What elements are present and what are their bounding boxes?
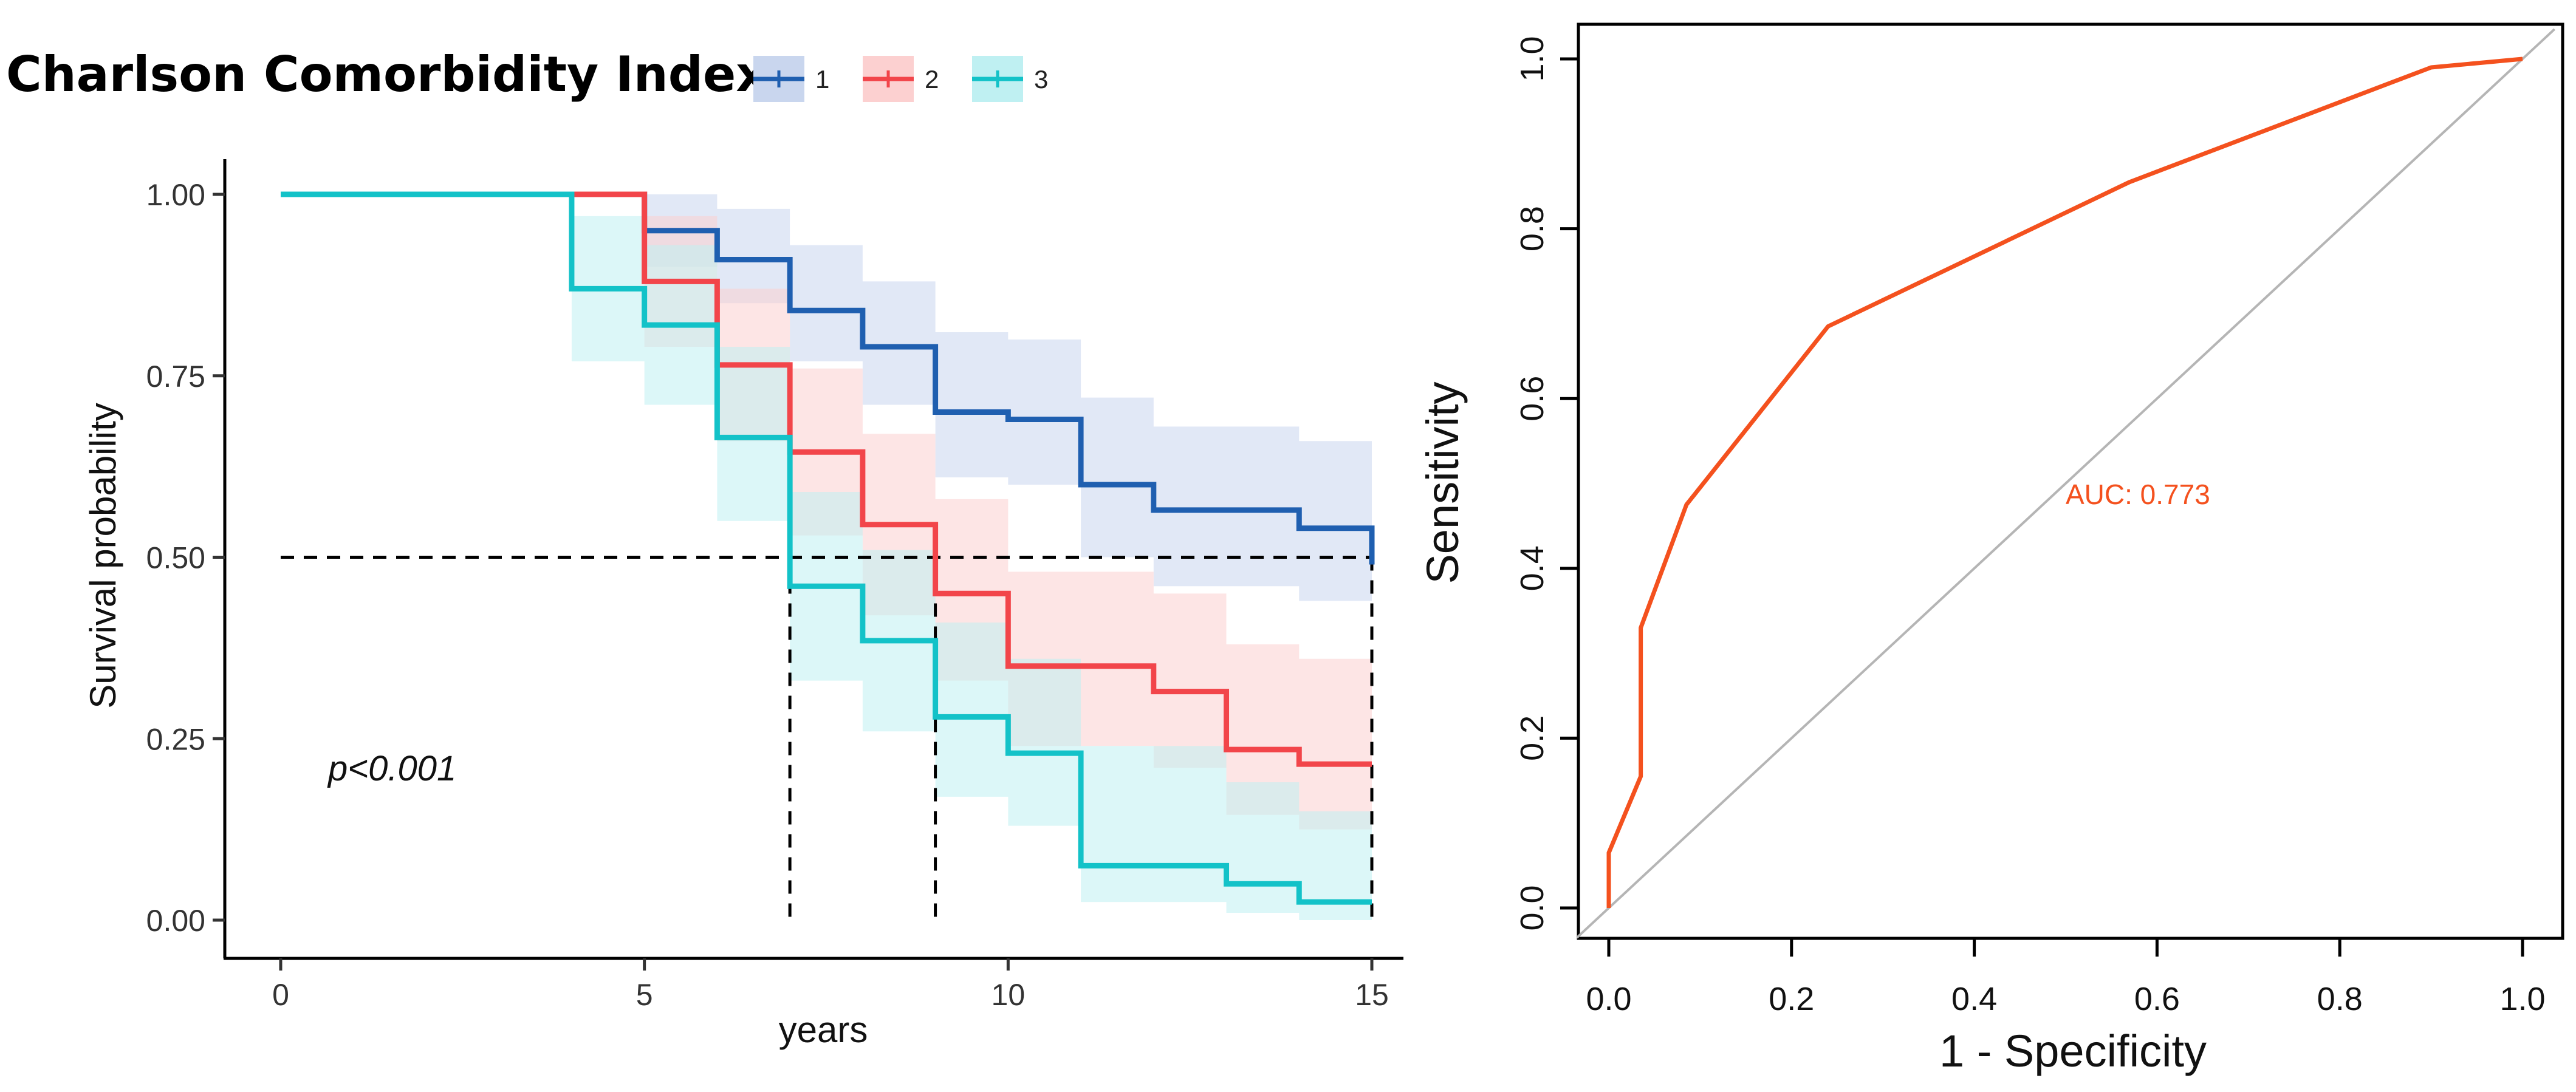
km-axes: 0 5 10 15 0.00 0.25 0.50 0.75 1.00 bbox=[146, 159, 1403, 1012]
km-y-tick-label: 0.00 bbox=[146, 904, 205, 938]
km-y-tick-label: 0.50 bbox=[146, 541, 205, 575]
km-legend-label-2: 2 bbox=[925, 65, 939, 94]
roc-x-tick-label: 1.0 bbox=[2499, 981, 2545, 1017]
km-x-tick-label: 5 bbox=[636, 978, 653, 1012]
roc-y-axis-label: Sensitivity bbox=[1417, 381, 1468, 584]
roc-y-tick-label: 0.8 bbox=[1514, 206, 1550, 251]
km-x-tick-label: 0 bbox=[272, 978, 289, 1012]
roc-y-tick-label: 1.0 bbox=[1514, 36, 1550, 81]
km-x-tick-label: 10 bbox=[992, 978, 1026, 1012]
km-legend-label-3: 3 bbox=[1034, 65, 1048, 94]
roc-curve-group bbox=[1606, 56, 2523, 908]
roc-y-tick-label: 0.4 bbox=[1514, 545, 1550, 591]
km-y-tick-label: 0.75 bbox=[146, 360, 205, 394]
km-confidence-bands bbox=[281, 194, 1372, 920]
roc-x-tick-label: 0.8 bbox=[2317, 981, 2363, 1017]
roc-diagonal bbox=[1575, 28, 2556, 939]
km-curve-3 bbox=[281, 191, 1372, 905]
roc-y-tick-label: 0.0 bbox=[1514, 885, 1550, 930]
km-x-axis-label: years bbox=[779, 1009, 868, 1050]
roc-panel: 0.0 0.0 0.2 0.2 0.4 0.4 0.6 0.6 0.8 0.8 1.0 1.0 1 -… bbox=[1417, 22, 2564, 1076]
km-x-tick-label: 15 bbox=[1355, 978, 1389, 1012]
roc-x-tick-label: 0.0 bbox=[1586, 981, 1631, 1017]
km-y-axis-label: Survival probability bbox=[83, 403, 123, 709]
km-legend: 1 2 3 bbox=[753, 56, 1048, 102]
roc-axes: 0.0 0.0 0.2 0.2 0.4 0.4 0.6 0.6 0.8 0.8 1.0 1.0 bbox=[1514, 36, 2546, 1017]
km-band-3 bbox=[281, 194, 1372, 920]
km-p-value: p<0.001 bbox=[327, 749, 456, 788]
km-panel: Charlson Comorbidity Index 1 2 3 0 5 10 15 0.0… bbox=[6, 46, 1403, 1050]
roc-y-tick-label: 0.2 bbox=[1514, 715, 1550, 761]
km-y-tick-label: 0.25 bbox=[146, 722, 205, 756]
roc-reference-line bbox=[1575, 28, 2556, 939]
roc-x-tick-label: 0.2 bbox=[1769, 981, 1814, 1017]
km-curve-2 bbox=[281, 191, 1372, 767]
roc-x-axis-label: 1 - Specificity bbox=[1939, 1026, 2207, 1076]
km-y-tick-label: 1.00 bbox=[146, 178, 205, 212]
roc-x-tick-label: 0.4 bbox=[1951, 981, 1997, 1017]
roc-curve bbox=[1606, 56, 2523, 908]
roc-frame bbox=[1577, 22, 2564, 940]
km-band-1 bbox=[281, 194, 1372, 609]
km-curve-1 bbox=[281, 191, 1375, 565]
km-legend-label-1: 1 bbox=[815, 65, 829, 94]
roc-x-tick-label: 0.6 bbox=[2134, 981, 2180, 1017]
km-median-lines bbox=[281, 556, 1374, 920]
roc-y-tick-label: 0.6 bbox=[1514, 376, 1550, 421]
km-curves bbox=[281, 191, 1375, 905]
roc-auc-label: AUC: 0.773 bbox=[2066, 479, 2210, 510]
km-legend-title: Charlson Comorbidity Index bbox=[6, 46, 767, 103]
